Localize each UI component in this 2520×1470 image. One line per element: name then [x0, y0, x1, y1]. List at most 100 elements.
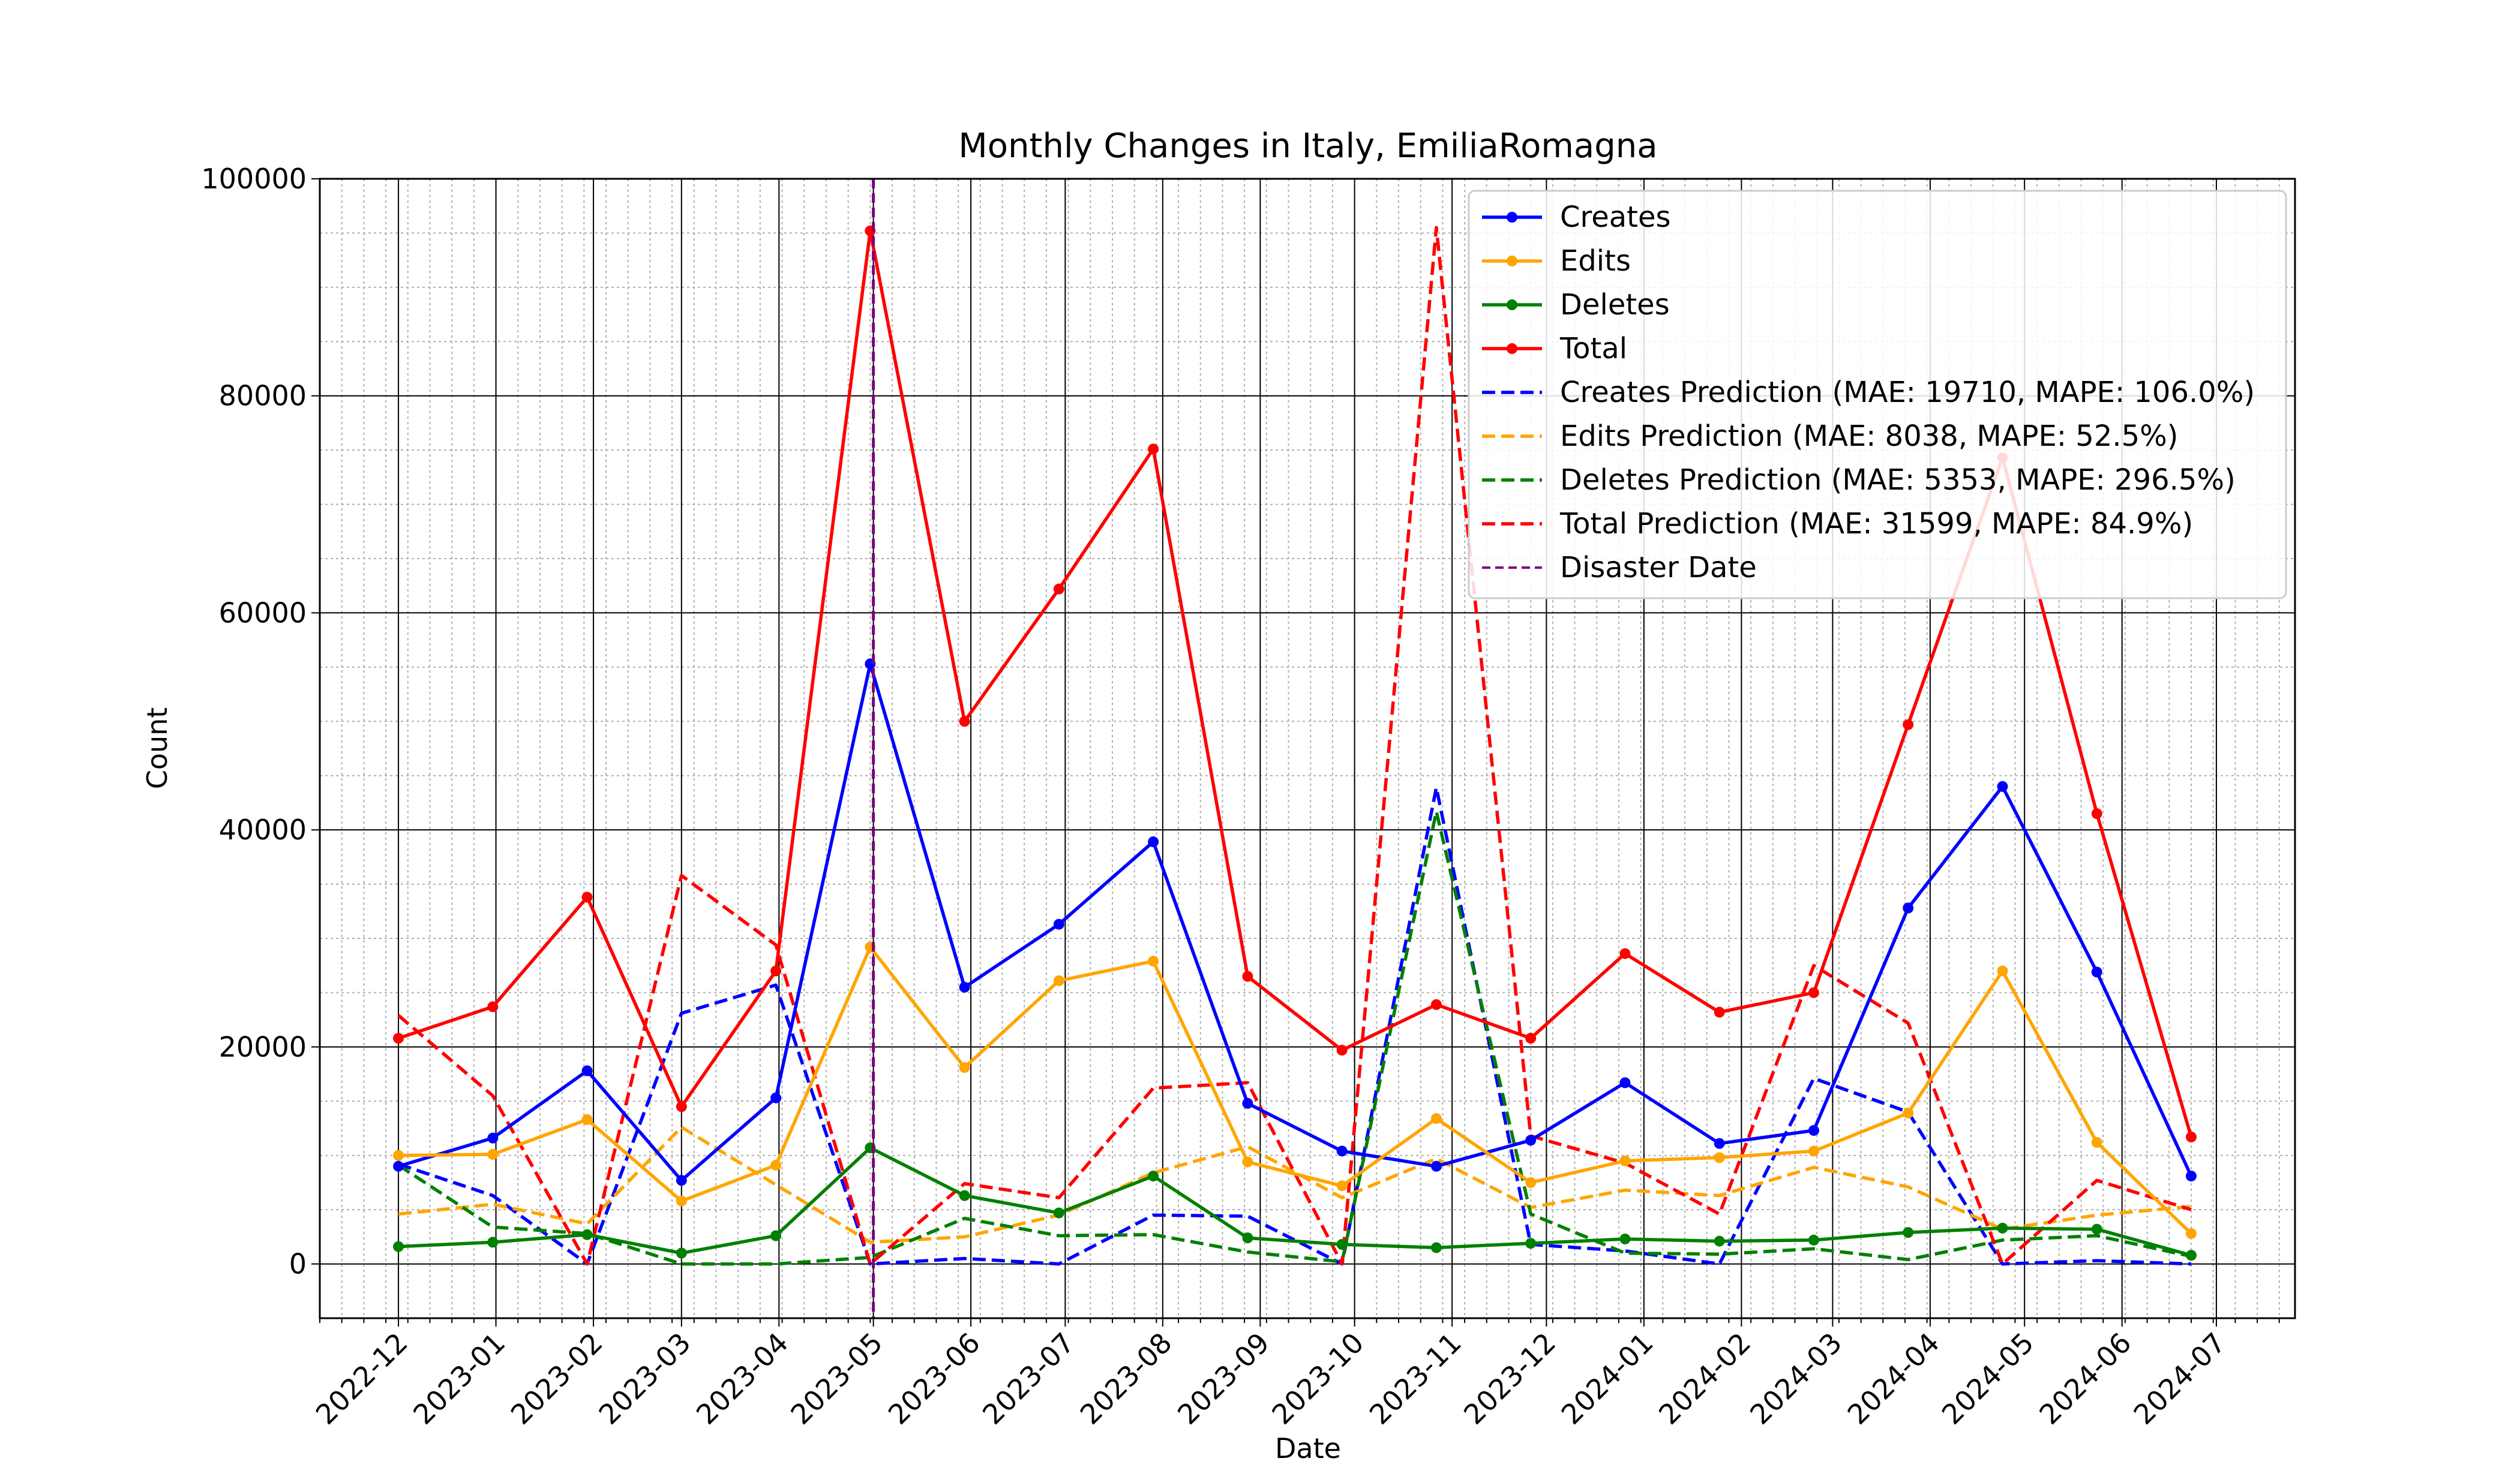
series-line — [397, 226, 2192, 1266]
data-point — [959, 716, 970, 727]
legend-marker — [1507, 212, 1517, 223]
y-tick-label: 20000 — [219, 1031, 307, 1063]
data-point — [1619, 948, 1631, 959]
plot-frame — [319, 178, 2296, 1319]
data-point — [1808, 987, 1819, 998]
data-point — [770, 965, 782, 977]
data-point — [487, 1132, 499, 1144]
data-point — [1997, 781, 2008, 792]
data-point — [487, 1237, 499, 1248]
data-point — [1053, 919, 1064, 930]
legend-label: Creates — [1560, 200, 1671, 234]
data-point — [393, 1241, 404, 1252]
data-point — [581, 1065, 593, 1076]
series-deletes-prediction — [397, 809, 2192, 1266]
data-point — [1242, 1156, 1253, 1168]
data-point — [1525, 1135, 1537, 1146]
y-axis-label: Count — [141, 707, 173, 790]
legend-label: Deletes Prediction (MAE: 5353, MAPE: 296… — [1560, 463, 2236, 497]
data-point — [959, 982, 970, 993]
y-tick-label: 40000 — [219, 814, 307, 846]
data-point — [2186, 1228, 2197, 1239]
data-point — [393, 1150, 404, 1161]
series-creates-prediction — [398, 785, 2192, 1266]
series-line — [397, 809, 2192, 1266]
data-point — [581, 1229, 593, 1240]
y-tick-label: 0 — [289, 1248, 307, 1280]
data-point — [1619, 1077, 1631, 1088]
data-point — [676, 1175, 687, 1186]
data-point — [1053, 583, 1064, 595]
data-point — [1148, 1171, 1159, 1182]
legend-label: Creates Prediction (MAE: 19710, MAPE: 10… — [1560, 376, 2255, 409]
data-point — [2091, 1137, 2102, 1148]
chart-title: Monthly Changes in Italy, EmiliaRomagna — [958, 127, 1657, 166]
series-edits — [393, 941, 2197, 1239]
data-point — [1525, 1177, 1537, 1188]
series-total — [393, 225, 2197, 1142]
data-point — [1148, 836, 1159, 848]
data-point — [1808, 1234, 1819, 1246]
data-point — [1430, 1242, 1442, 1253]
data-point — [770, 1230, 782, 1241]
legend-marker — [1507, 343, 1517, 354]
data-point — [487, 1148, 499, 1160]
data-point — [1336, 1145, 1348, 1157]
series-line — [398, 662, 2193, 1183]
y-axis-ticks: 0 20000 40000 60000 80000 100000 — [201, 163, 320, 1280]
data-point — [487, 1001, 499, 1012]
series-creates — [393, 658, 2197, 1186]
data-point — [1336, 1239, 1348, 1250]
data-point — [1714, 1006, 1725, 1018]
data-point — [581, 892, 593, 903]
data-point — [1903, 719, 1914, 730]
data-point — [1714, 1138, 1725, 1149]
series-layer — [393, 179, 2197, 1318]
data-point — [770, 1092, 782, 1103]
data-point — [1242, 971, 1253, 982]
data-point — [676, 1247, 687, 1259]
data-point — [393, 1160, 404, 1172]
data-point — [676, 1101, 687, 1112]
data-point — [1148, 955, 1159, 967]
data-point — [1053, 975, 1064, 986]
series-line — [398, 785, 2192, 1266]
data-point — [2091, 1223, 2102, 1235]
data-point — [676, 1195, 687, 1207]
data-point — [1619, 1233, 1631, 1244]
legend-label: Total — [1559, 332, 1627, 365]
data-point — [2186, 1171, 2197, 1182]
data-point — [1242, 1097, 1253, 1109]
data-point — [1053, 1207, 1064, 1219]
y-tick-label: 60000 — [219, 596, 307, 629]
data-point — [2186, 1131, 2197, 1142]
data-point — [1430, 1160, 1442, 1172]
data-point — [1997, 1222, 2008, 1234]
series-line — [398, 1125, 2192, 1244]
data-point — [1148, 443, 1159, 455]
data-point — [2091, 808, 2102, 820]
legend-label: Edits — [1560, 244, 1631, 278]
data-point — [1714, 1235, 1725, 1247]
legend-marker — [1507, 299, 1517, 310]
legend-label: Edits Prediction (MAE: 8038, MAPE: 52.5%… — [1560, 419, 2179, 453]
legend: Creates Edits Deletes Total Creates Predicti… — [1468, 190, 2287, 599]
data-point — [1903, 1227, 1914, 1238]
data-point — [1525, 1238, 1537, 1249]
series-edits-prediction — [398, 1125, 2192, 1244]
data-point — [1903, 902, 1914, 914]
x-axis-label: Date — [1275, 1432, 1341, 1465]
data-point — [1336, 1045, 1348, 1056]
legend-box — [1468, 190, 2287, 599]
data-point — [1997, 965, 2008, 977]
series-line — [398, 945, 2192, 1235]
series-line — [398, 229, 2193, 1138]
data-point — [581, 1114, 593, 1126]
legend-label: Total Prediction (MAE: 31599, MAPE: 84.9… — [1559, 507, 2193, 541]
series-total-prediction — [397, 226, 2192, 1266]
data-point — [770, 1159, 782, 1171]
data-point — [1525, 1033, 1537, 1044]
data-point — [1808, 1145, 1819, 1157]
y-tick-label: 100000 — [201, 163, 307, 195]
